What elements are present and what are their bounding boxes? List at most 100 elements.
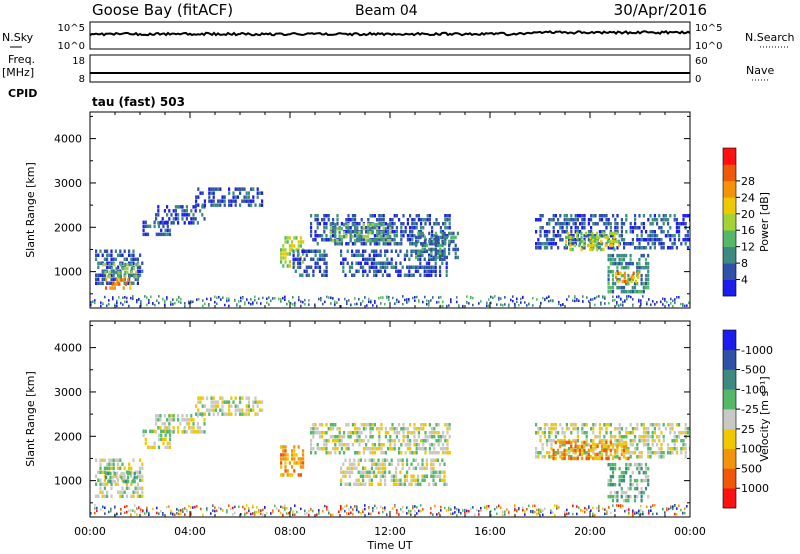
echo-cell [360, 512, 362, 515]
echo-cell [417, 251, 420, 256]
echo-cell [541, 455, 544, 459]
echo-cell [565, 218, 568, 222]
echo-cell [380, 230, 383, 235]
echo-cell [136, 507, 138, 510]
colorbar-frame [722, 329, 737, 509]
echo-cell [609, 431, 612, 435]
echo-cell [452, 247, 455, 252]
echo-cell [368, 257, 371, 261]
echo-cell [170, 303, 172, 306]
echo-cell [539, 435, 542, 439]
echo-cell [368, 458, 371, 462]
echo-cell [576, 512, 578, 516]
echo-cell [629, 257, 632, 262]
echo-cell [358, 451, 361, 455]
echo-cell [466, 295, 468, 298]
echo-cell [675, 222, 678, 226]
echo-cell [372, 509, 374, 513]
echo-cell [128, 281, 131, 285]
echo-cell [163, 209, 166, 213]
echo-cell [99, 486, 102, 490]
echo-cell [583, 451, 586, 455]
echo-cell [592, 513, 594, 517]
echo-cell [346, 512, 348, 515]
echo-cell [280, 473, 283, 477]
echo-cell [550, 423, 553, 427]
echo-cell [380, 222, 383, 227]
echo-cell [542, 513, 544, 517]
echo-cell [684, 423, 687, 427]
echo-cell [371, 238, 374, 243]
echo-cell [362, 222, 365, 227]
echo-cell [478, 513, 480, 516]
echo-cell [675, 423, 678, 427]
echo-cell [141, 466, 144, 470]
echo-cell [178, 296, 180, 299]
echo-cell [99, 458, 102, 462]
echo-cell [288, 248, 291, 252]
echo-cell [234, 299, 236, 302]
echo-cell [294, 504, 296, 507]
colorbar-tick-label: 25 [741, 423, 755, 436]
echo-cell [176, 512, 178, 515]
echo-cell [423, 247, 426, 252]
echo-cell [97, 281, 100, 285]
echo-cell [186, 510, 188, 513]
echo-cell [343, 431, 346, 435]
echo-cell [412, 466, 415, 470]
echo-cell [629, 486, 632, 491]
echo-cell [442, 222, 445, 226]
echo-cell [398, 218, 401, 222]
echo-cell [667, 423, 670, 427]
echo-cell [607, 462, 610, 467]
echo-cell [474, 513, 476, 517]
echo-cell [662, 303, 664, 306]
echo-cell [583, 214, 586, 218]
echo-cell [414, 466, 417, 470]
echo-cell [590, 230, 593, 234]
echo-cell [170, 221, 173, 225]
echo-cell [622, 470, 626, 475]
echo-cell [603, 423, 606, 427]
echo-cell [382, 230, 385, 235]
echo-cell [614, 494, 617, 499]
echo-cell [675, 230, 678, 234]
echo-cell [130, 509, 132, 512]
echo-cell [480, 300, 482, 303]
echo-cell [146, 511, 148, 514]
echo-cell [141, 486, 144, 490]
echo-cell [662, 423, 665, 427]
echo-cell [632, 298, 634, 301]
echo-cell [614, 443, 617, 447]
echo-cell [382, 296, 384, 299]
echo-cell [174, 205, 177, 209]
echo-cell [359, 458, 362, 462]
echo-cell [399, 269, 402, 273]
echo-cell [642, 510, 644, 514]
echo-cell [122, 278, 125, 282]
echo-cell [433, 242, 436, 246]
echo-cell [548, 431, 551, 435]
echo-cell [286, 473, 289, 477]
echo-cell [626, 509, 628, 512]
echo-cell [574, 295, 576, 298]
echo-cell [190, 414, 193, 418]
echo-cell [609, 452, 612, 457]
echo-cell [611, 273, 615, 278]
echo-cell [620, 494, 623, 499]
echo-cell [686, 505, 688, 508]
echo-cell [245, 396, 248, 400]
echo-cell [326, 508, 328, 511]
echo-cell [636, 494, 639, 499]
echo-cell [360, 423, 363, 427]
echo-cell [472, 296, 474, 300]
echo-cell [346, 504, 348, 507]
echo-cell [382, 238, 385, 243]
echo-cell [446, 443, 449, 447]
echo-cell [640, 490, 643, 495]
echo-cell [282, 513, 284, 517]
echo-cell [431, 451, 434, 455]
echo-cell [432, 247, 435, 252]
echo-cell [617, 243, 620, 248]
